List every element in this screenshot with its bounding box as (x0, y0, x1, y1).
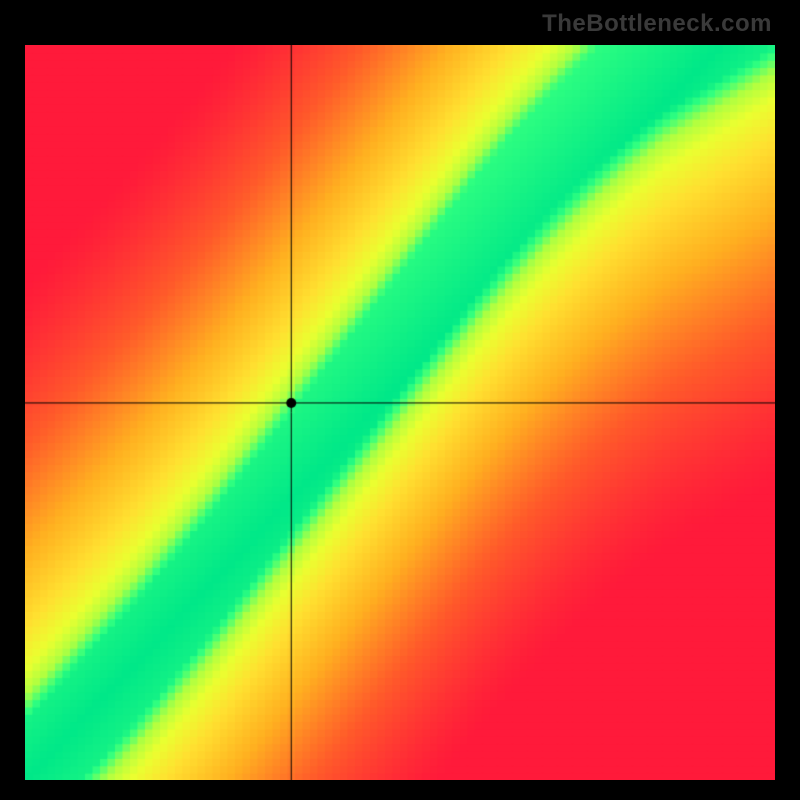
plot-area (25, 45, 775, 780)
chart-container: TheBottleneck.com (0, 0, 800, 800)
heatmap-canvas (25, 45, 775, 780)
watermark-text: TheBottleneck.com (542, 10, 772, 38)
